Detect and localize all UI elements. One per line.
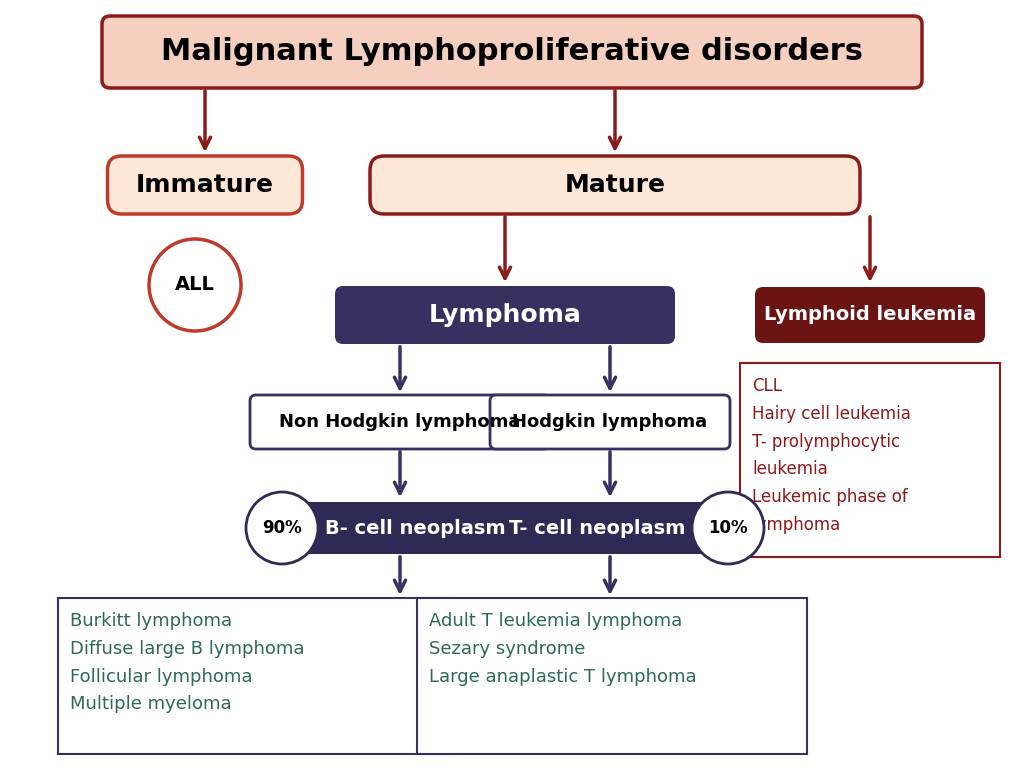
FancyBboxPatch shape (482, 502, 712, 554)
FancyBboxPatch shape (290, 502, 540, 554)
FancyBboxPatch shape (740, 363, 1000, 557)
FancyBboxPatch shape (108, 156, 302, 214)
Text: T- cell neoplasm: T- cell neoplasm (509, 518, 685, 538)
Text: ALL: ALL (175, 276, 215, 294)
Text: 10%: 10% (709, 519, 748, 537)
Text: Hodgkin lymphoma: Hodgkin lymphoma (512, 413, 708, 431)
FancyBboxPatch shape (102, 16, 922, 88)
FancyBboxPatch shape (335, 286, 675, 344)
FancyBboxPatch shape (490, 395, 730, 449)
FancyBboxPatch shape (370, 156, 860, 214)
Circle shape (150, 239, 241, 331)
Text: Burkitt lymphoma
Diffuse large B lymphoma
Follicular lymphoma
Multiple myeloma: Burkitt lymphoma Diffuse large B lymphom… (70, 612, 304, 713)
Circle shape (246, 492, 318, 564)
Text: Lymphoid leukemia: Lymphoid leukemia (764, 306, 976, 325)
FancyBboxPatch shape (417, 598, 807, 754)
Text: Immature: Immature (136, 173, 274, 197)
Text: CLL
Hairy cell leukemia
T- prolymphocytic
leukemia
Leukemic phase of
lymphoma: CLL Hairy cell leukemia T- prolymphocyti… (752, 377, 911, 534)
FancyBboxPatch shape (58, 598, 449, 754)
Text: B- cell neoplasm: B- cell neoplasm (325, 518, 505, 538)
Text: 90%: 90% (262, 519, 302, 537)
FancyBboxPatch shape (250, 395, 550, 449)
Text: Adult T leukemia lymphoma
Sezary syndrome
Large anaplastic T lymphoma: Adult T leukemia lymphoma Sezary syndrom… (429, 612, 696, 686)
Text: Mature: Mature (564, 173, 666, 197)
Text: Non Hodgkin lymphoma: Non Hodgkin lymphoma (280, 413, 520, 431)
Circle shape (692, 492, 764, 564)
FancyBboxPatch shape (755, 287, 985, 343)
Text: Malignant Lymphoproliferative disorders: Malignant Lymphoproliferative disorders (161, 38, 863, 67)
Text: Lymphoma: Lymphoma (429, 303, 582, 327)
